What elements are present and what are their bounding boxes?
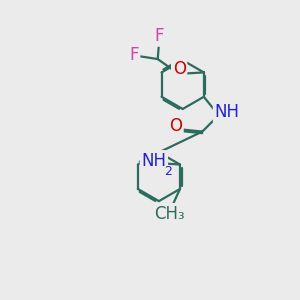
Text: F: F (129, 46, 139, 64)
Text: NH: NH (214, 103, 239, 121)
Text: CH₃: CH₃ (154, 205, 185, 223)
Text: F: F (154, 27, 164, 45)
Text: O: O (169, 117, 182, 135)
Text: O: O (172, 60, 186, 78)
Text: NH: NH (141, 152, 166, 170)
Text: 2: 2 (164, 166, 172, 178)
